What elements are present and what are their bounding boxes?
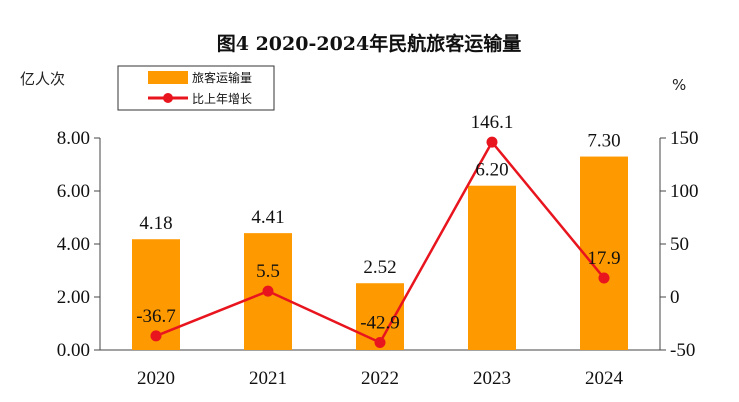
bar-value-label: 2.52 (363, 257, 396, 278)
right-tick-label: 50 (670, 234, 689, 255)
growth-value-label: -42.9 (360, 312, 400, 333)
left-tick-label: 2.00 (57, 287, 90, 308)
legend-line-marker (163, 93, 173, 103)
x-axis-labels: 2020 2021 2022 2023 2024 (137, 368, 624, 389)
left-tick-label: 8.00 (57, 128, 90, 149)
growth-value-label: -36.7 (136, 306, 176, 327)
line-series (150, 136, 610, 348)
x-tick-label: 2024 (585, 368, 624, 389)
left-axis-unit: 亿人次 (20, 70, 65, 88)
legend-bar-label: 旅客运输量 (192, 70, 252, 85)
legend: 旅客运输量 比上年增长 (117, 65, 275, 111)
line-value-labels: -36.7 5.5 -42.9 146.1 17.9 (136, 112, 620, 333)
growth-point-2023 (486, 136, 498, 148)
left-tick-label: 6.00 (57, 181, 90, 202)
growth-point-2021 (262, 285, 274, 297)
legend-bar-swatch (148, 71, 188, 84)
right-tick-label: 150 (670, 128, 699, 149)
legend-line-label: 比上年增长 (192, 92, 252, 106)
right-tick-label: 100 (670, 181, 699, 202)
growth-point-2022 (374, 336, 386, 348)
x-tick-label: 2023 (473, 368, 511, 389)
x-tick-label: 2021 (249, 368, 287, 389)
chart-title: 图4 2020-2024年民航旅客运输量 (217, 32, 521, 55)
growth-value-label: 146.1 (471, 112, 514, 133)
right-tick-label: 0 (670, 287, 680, 308)
bar-value-label: 6.20 (475, 160, 508, 181)
left-tick-label: 0.00 (57, 340, 90, 361)
growth-value-label: 5.5 (256, 261, 280, 282)
growth-point-2020 (150, 330, 162, 342)
right-axis-ticks: -50 0 50 100 150 (660, 128, 699, 361)
x-tick-label: 2022 (361, 368, 399, 389)
bar-value-labels: 4.18 4.41 2.52 6.20 7.30 (139, 131, 620, 279)
growth-value-label: 17.9 (587, 248, 620, 269)
left-tick-label: 4.00 (57, 234, 90, 255)
x-tick-label: 2020 (137, 368, 175, 389)
bar-2024 (580, 156, 628, 350)
growth-point-2024 (598, 272, 610, 284)
legend-box (117, 65, 275, 111)
bar-value-label: 7.30 (587, 131, 620, 152)
right-axis-unit: % (672, 76, 686, 94)
bar-value-label: 4.18 (139, 213, 172, 234)
left-axis-ticks: 0.00 2.00 4.00 6.00 8.00 (57, 128, 100, 361)
bar-2023 (468, 185, 516, 350)
bar-value-label: 4.41 (251, 207, 284, 228)
right-tick-label: -50 (670, 340, 695, 361)
